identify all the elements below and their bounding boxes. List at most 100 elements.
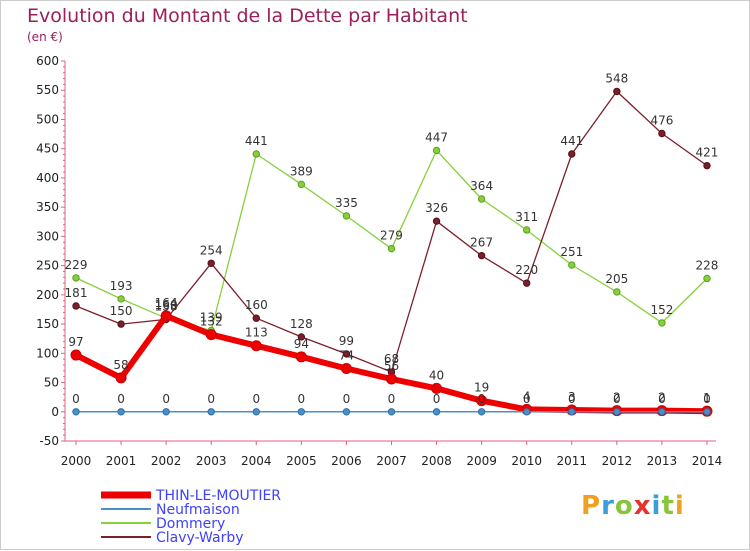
data-label-thin-le-moutier: 74 — [339, 349, 354, 363]
data-label-neufmaison: 0 — [703, 392, 711, 406]
data-point-neufmaison — [297, 408, 306, 416]
data-label-thin-le-moutier: 113 — [245, 326, 268, 340]
data-label-dommery: 139 — [200, 311, 223, 325]
data-point-clavy-warby — [568, 150, 576, 158]
data-point-neufmaison — [387, 408, 396, 416]
data-point-dommery — [342, 212, 351, 220]
data-point-thin-le-moutier — [295, 351, 307, 363]
data-point-clavy-warby — [703, 161, 711, 170]
data-label-clavy-warby: 548 — [605, 71, 628, 85]
data-label-dommery: 364 — [470, 179, 493, 193]
data-label-dommery: 193 — [110, 279, 133, 293]
data-point-dommery — [252, 150, 260, 158]
y-tick-label: 550 — [36, 83, 59, 97]
data-label-thin-le-moutier: 2 — [658, 391, 666, 405]
data-point-thin-le-moutier — [160, 310, 172, 322]
logo-letter: i — [651, 491, 662, 521]
data-point-thin-le-moutier — [476, 395, 488, 407]
data-label-clavy-warby: 160 — [245, 298, 268, 312]
legend-label-thin-le-moutier: THIN-LE-MOUTIER — [155, 488, 281, 504]
chart-unit: (en €) — [27, 30, 63, 44]
data-point-clavy-warby — [523, 279, 531, 287]
data-label-thin-le-moutier: 40 — [429, 368, 444, 382]
data-point-neufmaison — [342, 408, 351, 416]
data-point-clavy-warby — [613, 87, 621, 96]
data-point-clavy-warby — [252, 314, 260, 322]
data-label-neufmaison: 0 — [433, 392, 441, 406]
data-point-thin-le-moutier — [70, 349, 82, 361]
y-tick-label: 400 — [36, 171, 59, 185]
data-point-neufmaison — [658, 408, 666, 416]
data-label-neufmaison: 0 — [613, 392, 621, 406]
x-tick-label: 2012 — [602, 454, 633, 468]
data-point-thin-le-moutier — [431, 382, 443, 394]
y-tick-label: 150 — [36, 317, 59, 331]
logo-letter: P — [581, 491, 602, 521]
data-label-clavy-warby: 220 — [515, 263, 538, 277]
data-label-clavy-warby: 150 — [110, 304, 133, 318]
proxiti-logo: Proxiti — [581, 491, 685, 521]
data-label-thin-le-moutier: 56 — [384, 359, 399, 373]
data-point-dommery — [658, 319, 666, 327]
data-label-clavy-warby: 267 — [470, 236, 493, 250]
data-label-dommery: 389 — [290, 164, 313, 178]
data-label-thin-le-moutier: 58 — [113, 358, 128, 372]
legend-label-neufmaison: Neufmaison — [156, 502, 240, 518]
x-tick-label: 2004 — [241, 454, 272, 468]
data-label-clavy-warby: 99 — [339, 334, 354, 348]
data-point-neufmaison — [613, 408, 621, 416]
x-tick-label: 2011 — [556, 454, 587, 468]
data-point-dommery — [117, 295, 125, 303]
data-label-neufmaison: 0 — [252, 392, 260, 406]
logo-letter: t — [661, 491, 675, 521]
data-label-thin-le-moutier: 3 — [568, 390, 576, 404]
data-point-neufmaison — [252, 408, 260, 416]
data-label-thin-le-moutier: 94 — [294, 337, 309, 351]
data-label-thin-le-moutier: 97 — [68, 335, 83, 349]
x-tick-label: 2014 — [692, 454, 723, 468]
data-label-neufmaison: 0 — [388, 392, 396, 406]
legend-label-clavy-warby: Clavy-Warby — [156, 530, 244, 546]
data-point-neufmaison — [523, 408, 531, 416]
y-tick-label: 200 — [36, 288, 59, 302]
data-point-neufmaison — [477, 408, 486, 416]
data-label-dommery: 311 — [515, 210, 538, 224]
x-tick-label: 2008 — [421, 454, 452, 468]
data-label-thin-le-moutier: 2 — [613, 391, 621, 405]
data-point-thin-le-moutier — [340, 363, 352, 375]
data-point-thin-le-moutier — [115, 372, 127, 384]
data-point-dommery — [297, 180, 306, 189]
data-point-thin-le-moutier — [205, 329, 217, 341]
chart-title: Evolution du Montant de la Dette par Hab… — [27, 5, 468, 27]
y-tick-label: 450 — [36, 142, 59, 156]
data-label-clavy-warby: 476 — [650, 113, 673, 127]
data-label-clavy-warby: 68 — [384, 352, 399, 366]
data-label-dommery: 335 — [335, 196, 358, 210]
data-point-clavy-warby — [658, 129, 666, 138]
data-label-clavy-warby: 326 — [425, 201, 448, 215]
data-point-thin-le-moutier — [385, 373, 397, 385]
data-point-dommery — [72, 274, 80, 282]
y-tick-label: 300 — [36, 229, 59, 243]
data-label-neufmaison: 0 — [523, 392, 531, 406]
y-tick-label: -50 — [39, 434, 59, 448]
data-point-clavy-warby — [297, 333, 306, 341]
x-tick-label: 2005 — [286, 454, 317, 468]
y-tick-label: 0 — [51, 405, 59, 419]
x-tick-label: 2006 — [331, 454, 362, 468]
data-label-clavy-warby: 254 — [200, 243, 223, 257]
x-tick-label: 2001 — [106, 454, 137, 468]
data-point-dommery — [568, 261, 576, 269]
data-point-neufmaison — [703, 408, 711, 416]
data-point-dommery — [477, 195, 486, 203]
data-label-neufmaison: 0 — [207, 392, 215, 406]
data-label-dommery: 152 — [650, 303, 673, 317]
data-point-clavy-warby — [117, 320, 125, 328]
x-tick-label: 2013 — [647, 454, 678, 468]
logo-letter: x — [633, 491, 652, 521]
logo-letter: r — [601, 491, 615, 521]
data-label-clavy-warby: 441 — [560, 134, 583, 148]
y-tick-label: 600 — [36, 54, 59, 68]
